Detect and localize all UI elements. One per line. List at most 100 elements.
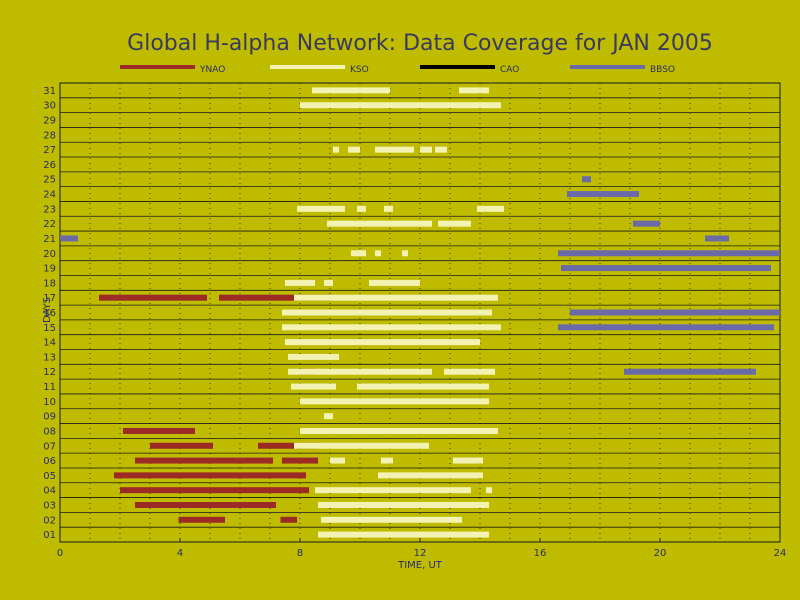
coverage-bar-kso	[288, 368, 432, 375]
coverage-bar-kso	[315, 487, 471, 494]
coverage-bar-ynao	[150, 442, 213, 449]
y-tick-label: 16	[43, 308, 56, 319]
y-tick-label: 02	[43, 515, 56, 526]
coverage-bar-kso	[312, 87, 390, 94]
coverage-bar-bbso	[633, 220, 660, 227]
coverage-bar-ynao	[120, 487, 309, 494]
x-axis-label: TIME, UT	[397, 560, 443, 571]
coverage-bar-kso	[351, 250, 366, 257]
coverage-bar-kso	[369, 279, 420, 286]
y-tick-label: 09	[43, 412, 56, 423]
coverage-bar-kso	[318, 531, 489, 538]
x-tick-label: 12	[414, 548, 427, 559]
y-tick-label: 28	[43, 130, 56, 141]
coverage-bar-ynao	[178, 516, 225, 523]
chart-title: Global H-alpha Network: Data Coverage fo…	[127, 31, 713, 56]
y-tick-label: 19	[43, 264, 56, 275]
coverage-bar-kso	[300, 398, 489, 405]
x-tick-label: 20	[654, 548, 667, 559]
coverage-bar-kso	[375, 146, 414, 153]
y-tick-label: 13	[43, 352, 56, 363]
coverage-bar-ynao	[99, 294, 207, 301]
y-tick-label: 15	[43, 323, 56, 334]
coverage-bar-kso	[291, 383, 336, 390]
y-tick-label: 03	[43, 500, 56, 511]
coverage-bar-kso	[321, 516, 462, 523]
coverage-bar-ynao	[114, 472, 306, 479]
coverage-bar-kso	[324, 413, 333, 420]
y-tick-label: 27	[43, 145, 56, 156]
coverage-bar-kso	[453, 457, 483, 464]
x-tick-label: 4	[177, 548, 183, 559]
y-tick-label: 12	[43, 367, 56, 378]
legend-swatch-ynao	[120, 65, 195, 69]
y-tick-label: 25	[43, 175, 56, 186]
y-axis-label: DAYS	[42, 297, 53, 323]
coverage-bar-ynao	[258, 442, 318, 449]
coverage-bar-kso	[282, 309, 492, 316]
y-tick-label: 24	[43, 190, 56, 201]
x-tick-label: 24	[774, 548, 787, 559]
x-tick-label: 16	[534, 548, 547, 559]
legend: YNAO KSO CAO BBSO	[120, 65, 675, 75]
y-tick-label: 23	[43, 204, 56, 215]
y-tick-label: 30	[43, 101, 56, 112]
coverage-bar-kso	[357, 205, 366, 212]
y-tick-label: 06	[43, 456, 56, 467]
coverage-bar-ynao	[135, 457, 273, 464]
coverage-bar-kso	[294, 294, 498, 301]
x-tick-label: 8	[297, 548, 303, 559]
coverage-bar-kso	[318, 501, 489, 508]
coverage-bar-bbso	[60, 235, 78, 242]
coverage-bar-kso	[378, 472, 483, 479]
y-tick-label: 01	[43, 530, 56, 541]
legend-swatch-kso	[270, 65, 345, 69]
legend-label-bbso: BBSO	[650, 65, 675, 75]
y-tick-label: 11	[43, 382, 56, 393]
coverage-bar-ynao	[282, 457, 318, 464]
y-tick-label: 20	[43, 249, 56, 260]
coverage-bar-kso	[327, 220, 432, 227]
y-tick-label: 14	[43, 338, 56, 349]
y-tick-label: 18	[43, 278, 56, 289]
coverage-bar-kso	[402, 250, 408, 257]
coverage-bar-kso	[357, 383, 489, 390]
coverage-bar-bbso	[624, 368, 756, 375]
coverage-bar-bbso	[705, 235, 729, 242]
y-tick-label: 22	[43, 219, 56, 230]
coverage-bar-bbso	[561, 265, 771, 272]
coverage-bar-kso	[459, 87, 489, 94]
coverage-bar-bbso	[570, 309, 780, 316]
coverage-bar-bbso	[558, 250, 780, 257]
coverage-bar-kso	[297, 205, 345, 212]
y-tick-label: 31	[43, 86, 56, 97]
coverage-bar-kso	[438, 220, 471, 227]
y-tick-label: 04	[43, 486, 56, 497]
legend-swatch-bbso	[570, 65, 645, 69]
coverage-bar-kso	[384, 205, 393, 212]
coverage-bar-ynao	[280, 516, 297, 523]
coverage-bar-kso	[477, 205, 504, 212]
coverage-bar-kso	[324, 279, 333, 286]
coverage-bar-kso	[486, 487, 492, 494]
coverage-bar-kso	[285, 339, 480, 346]
coverage-bar-kso	[381, 457, 393, 464]
coverage-bar-kso	[444, 368, 495, 375]
coverage-bar-kso	[285, 279, 315, 286]
coverage-bar-kso	[375, 250, 381, 257]
y-tick-label: 08	[43, 426, 56, 437]
coverage-bar-kso	[294, 442, 429, 449]
coverage-bar-ynao	[135, 501, 276, 508]
coverage-bar-kso	[300, 427, 498, 434]
coverage-bar-kso	[300, 102, 501, 109]
y-tick-label: 17	[43, 293, 56, 304]
coverage-bar-bbso	[582, 176, 591, 183]
legend-label-cao: CAO	[500, 65, 519, 75]
x-tick-label: 0	[57, 548, 63, 559]
y-tick-label: 05	[43, 471, 56, 482]
legend-label-kso: KSO	[350, 65, 369, 75]
coverage-bar-bbso	[567, 191, 639, 198]
coverage-bar-kso	[420, 146, 432, 153]
coverage-bar-kso	[288, 353, 339, 360]
